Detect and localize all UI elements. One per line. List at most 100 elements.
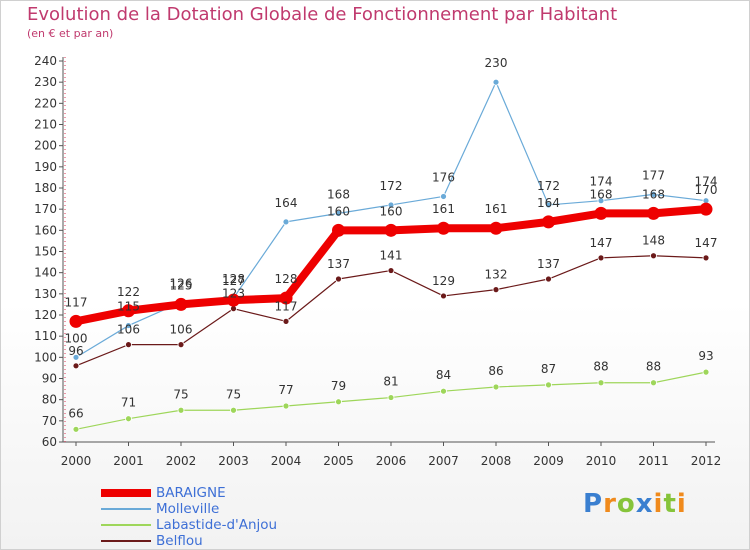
data-label: 106 (170, 323, 193, 337)
y-tick-label: 130 (34, 287, 57, 301)
data-point (125, 341, 132, 349)
data-point (650, 379, 657, 387)
y-tick-label: 150 (34, 245, 57, 259)
y-tick-label: 210 (34, 118, 57, 132)
data-point (282, 402, 290, 410)
data-point (72, 353, 80, 361)
data-label: 87 (541, 362, 556, 376)
data-label: 176 (432, 170, 455, 184)
data-label: 115 (117, 300, 140, 314)
y-tick-label: 70 (42, 414, 57, 428)
y-tick-label: 60 (42, 435, 57, 449)
data-label: 164 (537, 196, 560, 210)
x-tick-label: 2012 (691, 454, 722, 468)
data-label: 168 (590, 187, 613, 201)
data-point (125, 415, 132, 423)
data-point (177, 341, 185, 349)
data-point (440, 387, 447, 395)
data-point (597, 254, 605, 262)
data-label: 126 (170, 276, 193, 290)
series-2 (72, 368, 710, 433)
data-label: 96 (68, 344, 83, 358)
data-label: 177 (642, 168, 665, 182)
data-point (384, 223, 398, 237)
legend-label: Labastide-d'Anjou (156, 517, 278, 533)
data-label: 77 (278, 383, 293, 397)
data-point (72, 362, 80, 370)
data-point (230, 406, 237, 414)
data-point (489, 221, 503, 235)
y-tick-label: 230 (34, 75, 57, 89)
data-label: 122 (117, 285, 140, 299)
data-point (335, 275, 342, 283)
data-label: 132 (485, 268, 508, 282)
data-label: 86 (488, 364, 503, 378)
data-label: 88 (593, 360, 608, 374)
data-point (702, 254, 710, 262)
data-point (122, 304, 135, 318)
data-point (699, 202, 713, 216)
data-point (69, 314, 83, 328)
data-point (594, 206, 608, 220)
series-0 (69, 202, 713, 328)
y-tick-label: 140 (34, 266, 57, 280)
logo-letter: P (583, 489, 604, 519)
logo-letter: i (676, 489, 687, 519)
data-labels: 96 106 106 123 117 137 141 129 132 137 147 148 147 66… (65, 56, 718, 420)
x-tick-label: 2001 (113, 454, 144, 468)
x-tick-label: 2002 (166, 454, 197, 468)
y-tick-label: 120 (34, 308, 57, 322)
data-label: 160 (327, 204, 350, 218)
data-point (282, 317, 290, 325)
data-label: 125 (170, 278, 193, 292)
axes: 60 70 80 90 100 110 120 130 140 150 160 170 180 190 20… (34, 54, 721, 468)
data-label: 160 (380, 204, 403, 218)
chart-title: Evolution de la Dotation Globale de Fonc… (27, 4, 618, 25)
data-point (279, 291, 293, 305)
legend-swatch (101, 508, 151, 510)
data-label: 81 (383, 375, 398, 389)
data-label: 137 (537, 257, 560, 271)
data-point (542, 215, 555, 229)
logo-letter: i (653, 489, 664, 519)
series-layer (69, 78, 713, 433)
data-label: 106 (117, 323, 140, 337)
legend-swatch (101, 540, 151, 542)
data-label: 84 (436, 368, 451, 382)
data-label: 172 (537, 179, 560, 193)
data-label: 79 (331, 379, 346, 393)
y-tick-label: 160 (34, 223, 57, 237)
y-tick-label: 80 (42, 393, 57, 407)
chart-subtitle: (en € et par an) (27, 27, 114, 40)
data-point (387, 201, 395, 209)
data-label: 230 (485, 56, 508, 70)
data-label: 147 (590, 236, 613, 250)
data-label: 161 (432, 202, 455, 216)
data-label: 75 (226, 387, 241, 401)
series-line (75, 81, 707, 358)
data-point (492, 286, 500, 294)
data-point (437, 221, 450, 235)
data-point (387, 267, 395, 274)
data-label: 172 (380, 179, 403, 193)
data-point (282, 218, 290, 226)
data-label: 170 (695, 183, 718, 197)
x-tick-label: 2006 (376, 454, 407, 468)
data-point (492, 383, 500, 391)
data-point (702, 368, 710, 376)
data-label: 148 (642, 234, 665, 248)
data-label: 129 (432, 274, 455, 288)
data-label: 174 (590, 175, 613, 189)
legend-label: Molleville (156, 501, 220, 517)
data-label: 174 (695, 175, 718, 189)
y-tick-label: 180 (34, 181, 57, 195)
legend-label: Belflou (156, 533, 203, 549)
data-point (177, 406, 185, 414)
data-label: 123 (222, 287, 245, 301)
data-point (227, 293, 240, 307)
data-label: 66 (68, 406, 83, 420)
x-tick-label: 2007 (428, 454, 459, 468)
x-tick-label: 2010 (586, 454, 617, 468)
